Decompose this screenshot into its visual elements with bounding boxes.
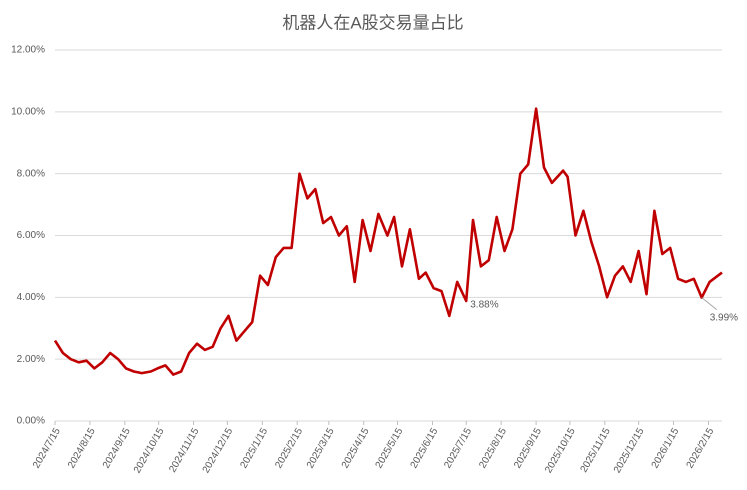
x-tick-label: 2024/9/15 (101, 426, 133, 470)
x-tick-label: 2024/11/15 (167, 426, 201, 475)
series-line (53, 107, 723, 376)
x-tick-label: 2025/7/15 (442, 426, 474, 470)
x-tick-label: 2026/2/15 (685, 426, 717, 470)
x-tick-label: 2025/2/15 (273, 426, 305, 470)
x-tick-label: 2024/10/15 (132, 426, 167, 475)
y-tick-label: 12.00% (11, 45, 45, 56)
x-tick-label: 2026/1/15 (650, 426, 682, 470)
y-tick-label: 2.00% (17, 354, 45, 365)
leader-line (701, 297, 718, 311)
x-tick-label: 2025/8/15 (477, 426, 509, 470)
x-tick-label: 2025/9/15 (512, 426, 544, 470)
y-tick-label: 10.00% (11, 106, 45, 117)
x-tick-label: 2024/8/15 (66, 426, 98, 470)
y-tick-label: 6.00% (17, 230, 45, 241)
data-label: 3.99% (710, 312, 738, 323)
x-tick-label: 2025/1/15 (238, 426, 270, 470)
y-tick-label: 4.00% (17, 292, 45, 303)
x-tick-label: 2025/5/15 (374, 426, 406, 470)
x-tick-label: 2025/4/15 (340, 426, 372, 470)
chart-title: 机器人在A股交易量占比 (282, 13, 463, 32)
data-label: 3.88% (470, 300, 498, 311)
y-tick-label: 0.00% (17, 416, 45, 427)
x-tick-label: 2025/12/15 (612, 426, 647, 475)
x-tick-label: 2025/11/15 (579, 426, 613, 475)
x-tick-label: 2025/10/15 (543, 426, 578, 475)
x-tick-label: 2025/3/15 (305, 426, 337, 470)
x-tick-label: 2024/12/15 (201, 426, 236, 475)
x-tick-label: 2025/6/15 (409, 426, 441, 470)
x-tick-label: 2024/7/15 (31, 426, 63, 470)
y-tick-label: 8.00% (17, 168, 45, 179)
